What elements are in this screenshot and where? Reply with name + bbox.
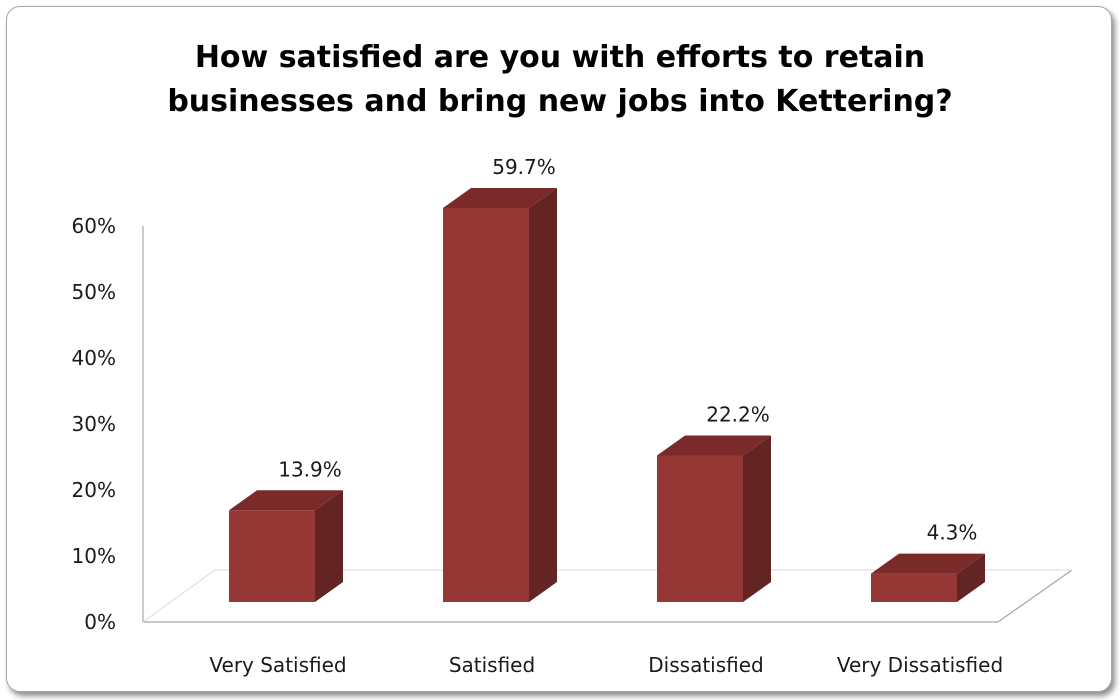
bar-side — [957, 553, 985, 602]
x-axis-categories: Very Satisfied Satisfied Dissatisfied Very … — [209, 653, 1003, 677]
bar-front — [443, 207, 529, 603]
data-label: 22.2% — [706, 402, 770, 426]
bar-side — [529, 187, 557, 603]
bar-top — [657, 435, 771, 456]
bar-side — [315, 490, 343, 602]
category-label: Very Satisfied — [209, 653, 346, 677]
bar-top — [229, 490, 343, 511]
data-label: 4.3% — [927, 521, 978, 545]
y-axis-ticks: 0% 10% 20% 30% 40% 50% 60% — [72, 214, 116, 634]
bar — [657, 435, 771, 602]
y-tick-label: 40% — [72, 346, 116, 370]
bar-top — [871, 553, 985, 574]
chart-title: How satisfied are you with efforts to re… — [167, 40, 953, 119]
y-tick-label: 10% — [72, 544, 116, 568]
category-label: Very Dissatisfied — [837, 653, 1003, 677]
bar-front — [871, 573, 957, 602]
data-label: 13.9% — [278, 457, 342, 481]
y-tick-label: 20% — [72, 478, 116, 502]
floor-left-edge — [142, 569, 216, 623]
bar — [443, 187, 557, 603]
bar-front — [657, 455, 743, 602]
y-tick-label: 60% — [72, 214, 116, 238]
y-tick-label: 50% — [72, 280, 116, 304]
bar — [871, 553, 985, 602]
category-label: Dissatisfied — [648, 653, 763, 677]
category-label: Satisfied — [449, 653, 535, 677]
floor-right-edge — [997, 569, 1073, 623]
y-tick-label: 30% — [72, 412, 116, 436]
bar-front — [229, 510, 315, 602]
y-tick-label: 0% — [84, 610, 116, 634]
bar-top — [443, 187, 557, 208]
bars — [229, 187, 985, 603]
data-labels: 13.9% 59.7% 22.2% 4.3% — [278, 155, 977, 545]
bar-side — [743, 435, 771, 602]
bar — [229, 490, 343, 602]
data-label: 59.7% — [492, 155, 556, 179]
